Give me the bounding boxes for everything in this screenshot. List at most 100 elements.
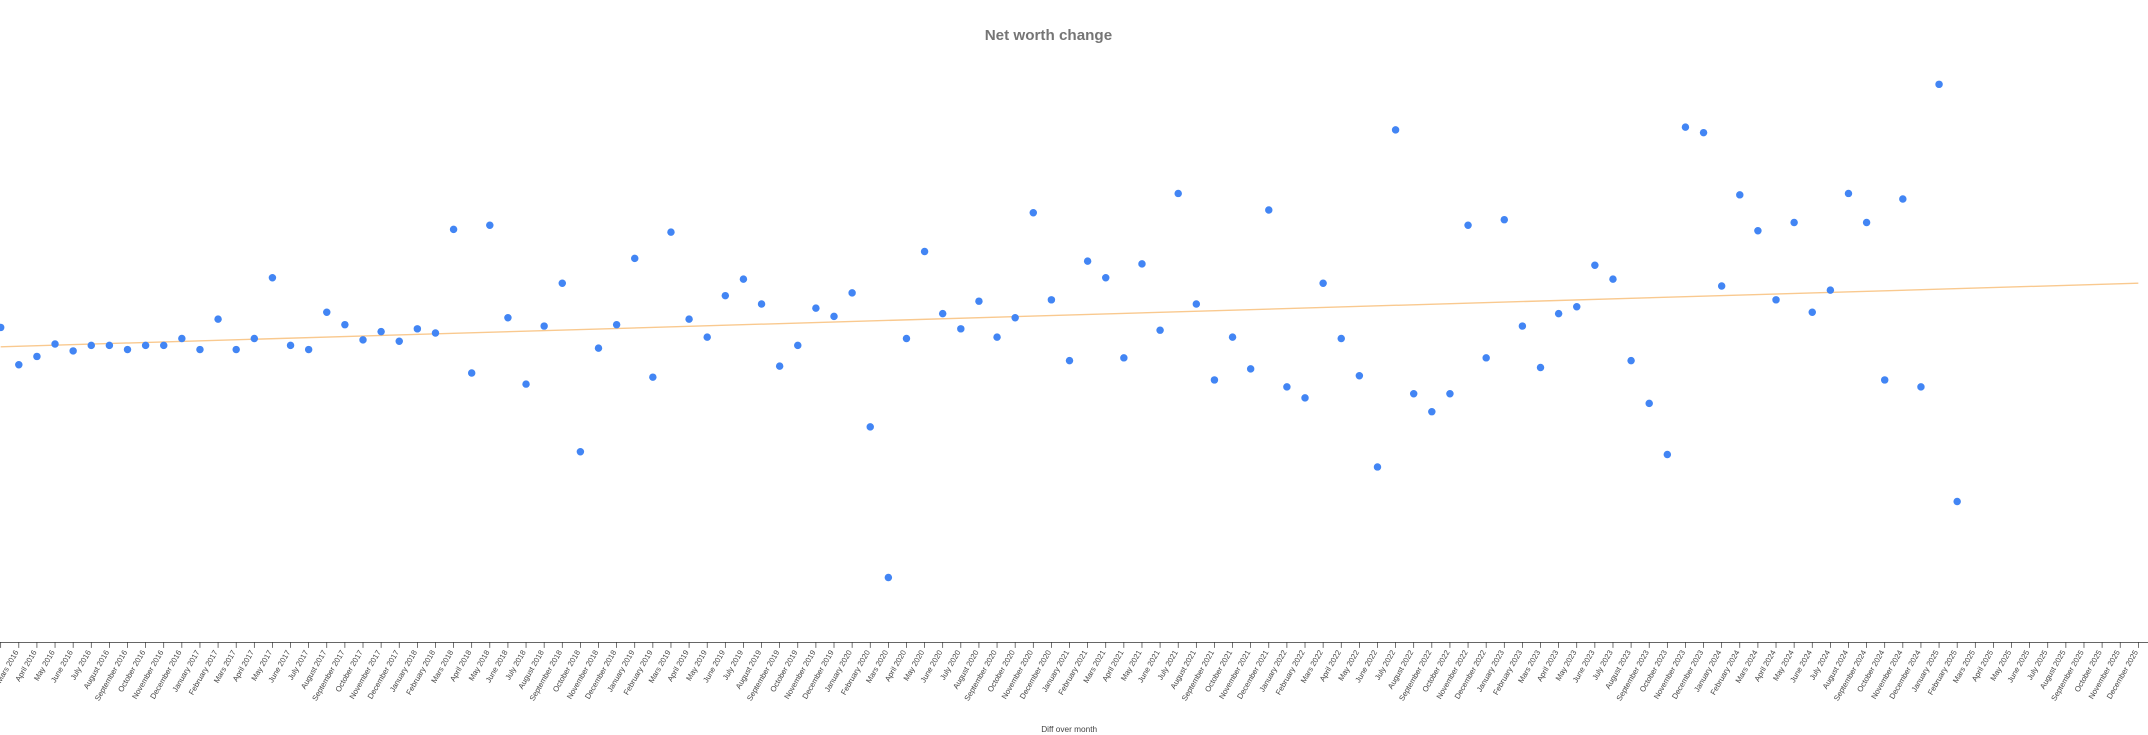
point bbox=[1699, 128, 1708, 137]
point bbox=[1391, 126, 1400, 134]
point bbox=[51, 340, 59, 348]
point bbox=[1246, 365, 1255, 373]
point bbox=[1409, 390, 1418, 398]
point bbox=[1283, 383, 1291, 391]
point bbox=[866, 423, 874, 431]
point bbox=[232, 345, 240, 354]
point bbox=[1355, 372, 1364, 380]
x-axis-title: Diff over month bbox=[1041, 725, 1097, 734]
point bbox=[1120, 354, 1128, 362]
point bbox=[1717, 282, 1726, 290]
point bbox=[0, 323, 5, 332]
point bbox=[1301, 394, 1309, 402]
point bbox=[141, 341, 150, 350]
point bbox=[323, 308, 331, 316]
point bbox=[649, 373, 657, 381]
point bbox=[1681, 123, 1690, 131]
point bbox=[1482, 354, 1490, 362]
point bbox=[1192, 300, 1201, 308]
point bbox=[1446, 390, 1454, 398]
point bbox=[1880, 376, 1889, 384]
point bbox=[1536, 363, 1545, 372]
point bbox=[250, 334, 259, 343]
point bbox=[920, 247, 929, 256]
point bbox=[304, 345, 313, 354]
point bbox=[286, 341, 295, 350]
point bbox=[1373, 463, 1382, 471]
point bbox=[1265, 206, 1273, 214]
point bbox=[87, 341, 95, 350]
point bbox=[1464, 221, 1472, 229]
point bbox=[377, 327, 385, 336]
point bbox=[1210, 376, 1219, 384]
point bbox=[1663, 450, 1672, 459]
point bbox=[449, 225, 458, 234]
point bbox=[1518, 322, 1527, 330]
point bbox=[1029, 209, 1038, 217]
point bbox=[160, 341, 168, 350]
point bbox=[1736, 191, 1744, 199]
point bbox=[812, 304, 820, 312]
point bbox=[902, 334, 911, 343]
point bbox=[268, 273, 277, 282]
point bbox=[1174, 189, 1182, 198]
point bbox=[1808, 308, 1816, 316]
point bbox=[359, 336, 367, 344]
point bbox=[178, 334, 186, 343]
point bbox=[739, 275, 748, 283]
point bbox=[15, 361, 23, 369]
point bbox=[1935, 80, 1943, 89]
point bbox=[1790, 218, 1798, 227]
point bbox=[1917, 383, 1925, 391]
point bbox=[631, 254, 639, 263]
point bbox=[993, 333, 1001, 341]
point bbox=[975, 297, 983, 305]
point bbox=[540, 322, 548, 330]
point bbox=[1609, 275, 1617, 283]
point bbox=[413, 325, 422, 333]
point bbox=[1591, 261, 1599, 270]
point bbox=[341, 320, 349, 329]
chart-title: Net worth change bbox=[985, 27, 1112, 44]
point bbox=[1844, 189, 1853, 198]
point bbox=[105, 341, 114, 350]
point bbox=[431, 329, 440, 337]
point bbox=[757, 300, 766, 308]
point bbox=[1337, 334, 1345, 343]
point bbox=[1228, 333, 1237, 341]
point bbox=[1138, 260, 1146, 268]
point bbox=[33, 352, 41, 361]
point bbox=[1573, 302, 1581, 311]
point bbox=[1627, 356, 1635, 365]
point bbox=[794, 341, 802, 350]
point bbox=[1772, 296, 1780, 304]
trendline bbox=[0, 282, 2139, 348]
point bbox=[1899, 195, 1907, 203]
point bbox=[558, 279, 567, 287]
point bbox=[467, 369, 476, 377]
point bbox=[1065, 356, 1074, 365]
point bbox=[848, 289, 856, 297]
point bbox=[1862, 218, 1871, 227]
point bbox=[667, 228, 675, 236]
point bbox=[830, 312, 838, 321]
point bbox=[1428, 407, 1436, 416]
point bbox=[703, 333, 711, 341]
point bbox=[1083, 257, 1092, 265]
point bbox=[884, 573, 893, 582]
point bbox=[576, 448, 585, 456]
point bbox=[1011, 314, 1019, 322]
point bbox=[957, 325, 965, 333]
point bbox=[214, 315, 222, 323]
point bbox=[504, 314, 512, 322]
point bbox=[1754, 227, 1762, 235]
point bbox=[938, 309, 947, 318]
point bbox=[685, 315, 693, 323]
point bbox=[721, 291, 730, 300]
point bbox=[775, 362, 784, 370]
point bbox=[594, 344, 603, 352]
point bbox=[1500, 215, 1509, 224]
point bbox=[612, 320, 621, 329]
